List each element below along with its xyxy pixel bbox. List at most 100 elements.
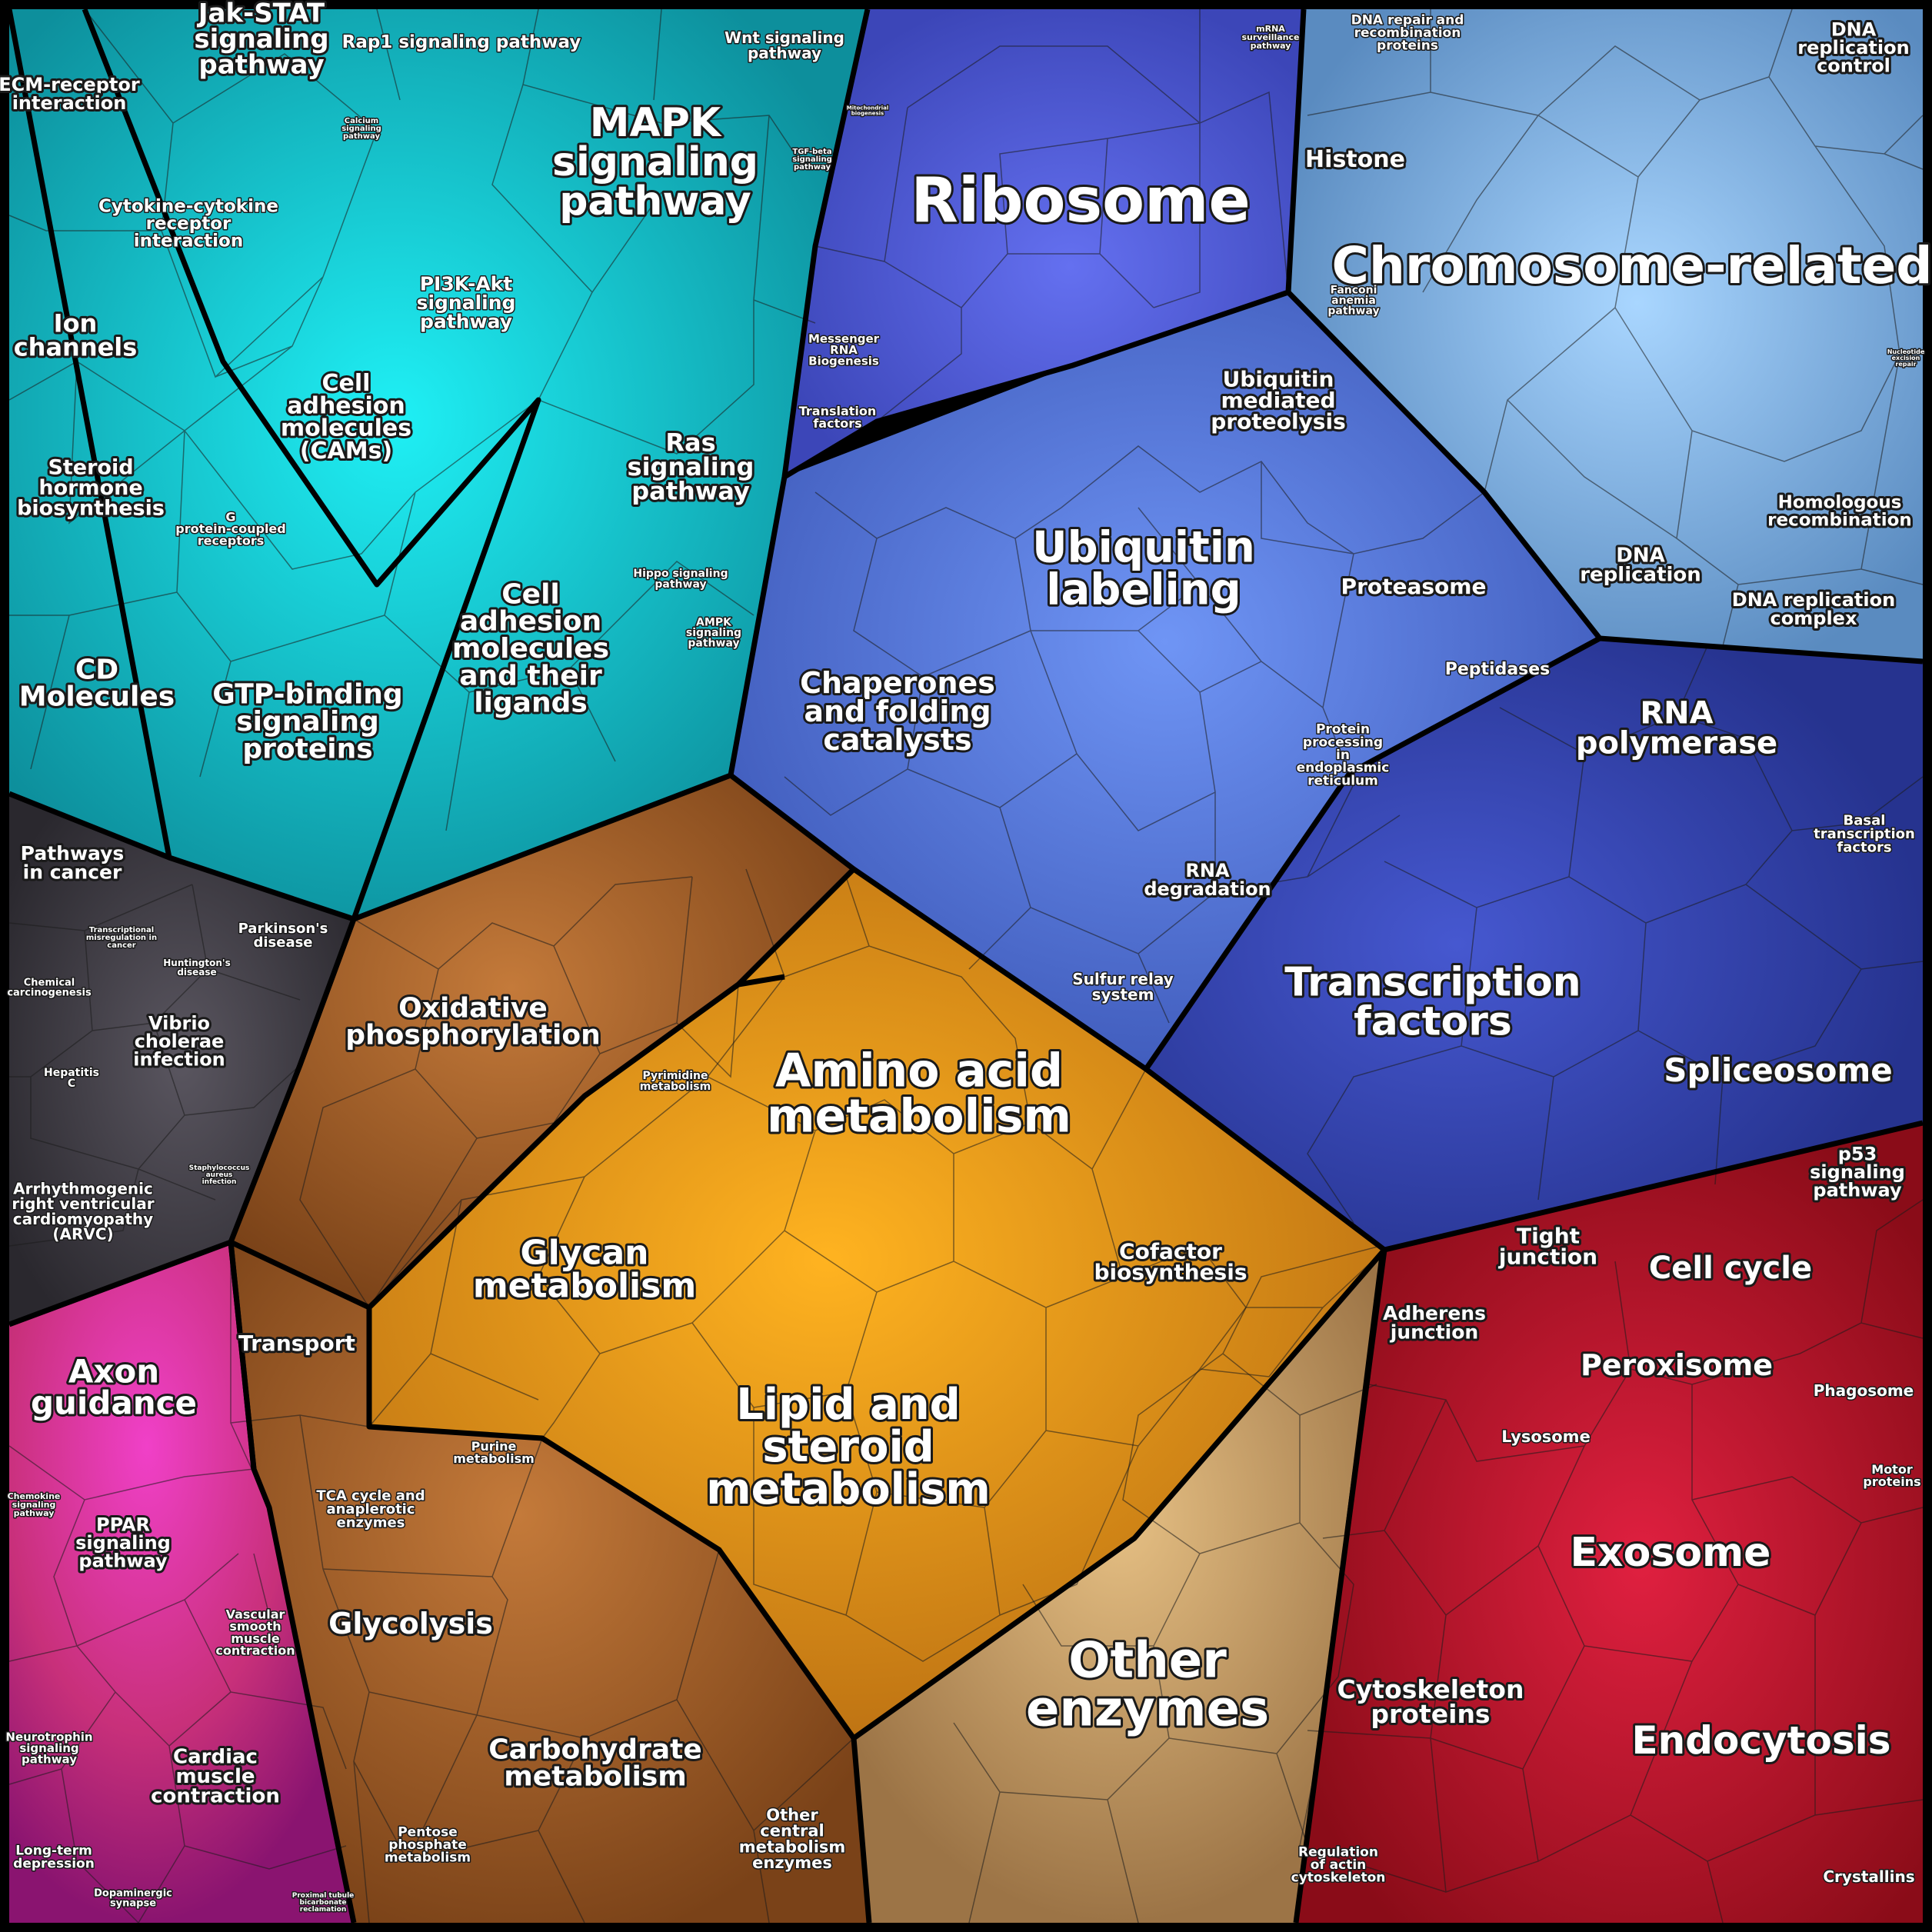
label-motor[interactable]: Motor proteins bbox=[1862, 1461, 1922, 1491]
label-transport[interactable]: Transport bbox=[236, 1328, 358, 1358]
label-arvc[interactable]: Arrhythmogenic right ventricular cardiomyo… bbox=[11, 1178, 155, 1244]
label-ppar[interactable]: PPAR signaling pathway bbox=[73, 1512, 173, 1574]
label-amino-acid[interactable]: Amino acid metabolism bbox=[764, 1042, 1074, 1146]
label-gtp-binding[interactable]: GTP-binding signaling proteins bbox=[210, 677, 405, 768]
label-phagosome[interactable]: Phagosome bbox=[1812, 1381, 1915, 1401]
label-transcription-factors[interactable]: Transcription factors bbox=[1282, 958, 1583, 1048]
label-neurotrophin[interactable]: Neurotrophin signaling pathway bbox=[5, 1729, 94, 1767]
label-long-term[interactable]: Long-term depression bbox=[12, 1842, 96, 1873]
label-chaperones[interactable]: Chaperones and folding catalysts bbox=[798, 664, 998, 759]
label-other-central[interactable]: Other central metabolism enzymes bbox=[738, 1805, 847, 1874]
label-crystallins[interactable]: Crystallins bbox=[1822, 1867, 1916, 1887]
region-protein-processing bbox=[731, 292, 1600, 1069]
label-homologous[interactable]: Homologous recombination bbox=[1765, 491, 1914, 533]
region-ribosome bbox=[784, 9, 1304, 477]
label-dna-replication[interactable]: DNA replication bbox=[1577, 541, 1704, 588]
label-axon[interactable]: Axon guidance bbox=[28, 1350, 199, 1424]
label-tgf-beta[interactable]: TGF-beta signaling pathway bbox=[791, 147, 834, 173]
label-basal-tf[interactable]: Basal transcription factors bbox=[1813, 811, 1917, 857]
label-tca[interactable]: TCA cycle and anaplerotic enzymes bbox=[315, 1487, 426, 1532]
label-pi3k[interactable]: PI3K-Akt signaling pathway bbox=[415, 271, 517, 334]
label-chemokine[interactable]: Chemokine signaling pathway bbox=[6, 1491, 62, 1520]
label-cams[interactable]: Cell adhesion molecules (CAMs) bbox=[278, 368, 414, 467]
label-dna-replication-complex[interactable]: DNA replication complex bbox=[1730, 587, 1897, 631]
label-lysosome[interactable]: Lysosome bbox=[1501, 1427, 1592, 1447]
label-mitochondrial[interactable]: Mitochondrial biogenesis bbox=[845, 104, 889, 118]
label-dna-repair[interactable]: DNA repair and recombination proteins bbox=[1350, 12, 1465, 55]
label-steroid-hormone[interactable]: Steroid hormone biosynthesis bbox=[15, 454, 167, 523]
label-mapk[interactable]: MAPK signaling pathway bbox=[550, 98, 761, 227]
region-cellular bbox=[1296, 1123, 1923, 1923]
label-transcriptional-mis[interactable]: Transcriptional misregulation in cancer bbox=[85, 925, 158, 951]
label-ras[interactable]: Ras signaling pathway bbox=[625, 426, 757, 508]
label-cell-cycle[interactable]: Cell cycle bbox=[1647, 1248, 1814, 1288]
label-pathways-cancer[interactable]: Pathways in cancer bbox=[18, 840, 127, 886]
label-purine[interactable]: Purine metabolism bbox=[452, 1438, 536, 1467]
label-rna-degradation[interactable]: RNA degradation bbox=[1141, 858, 1273, 902]
label-cytokine[interactable]: Cytokine-cytokine receptor interaction bbox=[98, 195, 280, 252]
label-exosome[interactable]: Exosome bbox=[1568, 1527, 1774, 1578]
label-oxidative[interactable]: Oxidative phosphorylation bbox=[343, 990, 602, 1053]
label-pentose[interactable]: Pentose phosphate metabolism bbox=[383, 1824, 471, 1867]
region-carbohydrate bbox=[231, 1242, 869, 1923]
label-cofactor[interactable]: Cofactor biosynthesis bbox=[1092, 1236, 1250, 1287]
label-fanconi[interactable]: Fanconi anemia pathway bbox=[1327, 283, 1381, 318]
label-mrna-surveillance[interactable]: mRNA surveillance pathway bbox=[1241, 23, 1301, 52]
label-cd-molecules[interactable]: CD Molecules bbox=[17, 651, 177, 715]
label-huntingtons[interactable]: Huntington's disease bbox=[162, 957, 232, 979]
label-nucleotide-excision[interactable]: Nucleotide excision repair bbox=[1886, 348, 1926, 369]
label-jak-stat[interactable]: Jak-STAT signaling pathway bbox=[192, 0, 331, 82]
label-cytoskeleton[interactable]: Cytoskeleton proteins bbox=[1335, 1672, 1527, 1731]
label-carbohydrate[interactable]: Carbohydrate metabolism bbox=[486, 1731, 705, 1794]
label-lipid[interactable]: Lipid and steroid metabolism bbox=[704, 1377, 993, 1517]
label-histone[interactable]: Histone bbox=[1303, 144, 1407, 175]
label-ion-channels[interactable]: Ion channels bbox=[12, 306, 140, 364]
label-ribosome[interactable]: Ribosome bbox=[908, 162, 1252, 238]
label-protein-processing[interactable]: Protein processing in endoplasmic reticulum bbox=[1295, 721, 1391, 790]
label-cardiac[interactable]: Cardiac muscle contraction bbox=[148, 1744, 282, 1810]
label-chemical-carcinogenesis[interactable]: Chemical carcinogenesis bbox=[6, 976, 93, 1000]
label-rna-polymerase[interactable]: RNA polymerase bbox=[1574, 693, 1780, 763]
label-chromosome[interactable]: Chromosome-related bbox=[1329, 234, 1932, 298]
label-hippo[interactable]: Hippo signaling pathway bbox=[632, 567, 729, 592]
label-other-enzymes[interactable]: Other enzymes bbox=[1024, 1631, 1271, 1740]
label-ubiquitin-mediated[interactable]: Ubiquitin mediated proteolysis bbox=[1208, 365, 1347, 437]
label-p53[interactable]: p53 signaling pathway bbox=[1807, 1141, 1907, 1204]
label-wnt[interactable]: Wnt signaling pathway bbox=[724, 28, 846, 64]
label-ubiquitin-labeling[interactable]: Ubiquitin labeling bbox=[1030, 521, 1257, 618]
label-dopaminergic[interactable]: Dopaminergic synapse bbox=[93, 1887, 174, 1910]
region-signaling bbox=[9, 9, 868, 919]
label-regulation-actin[interactable]: Regulation of actin cytoskeleton bbox=[1290, 1844, 1387, 1887]
label-glycolysis[interactable]: Glycolysis bbox=[326, 1604, 495, 1643]
label-rap1[interactable]: Rap1 signaling pathway bbox=[341, 32, 582, 54]
label-translation-factors[interactable]: Translation factors bbox=[798, 403, 878, 432]
label-tight-junction[interactable]: Tight junction bbox=[1496, 1221, 1600, 1271]
region-chromosome bbox=[1288, 9, 1923, 661]
label-parkinsons[interactable]: Parkinson's disease bbox=[237, 920, 329, 952]
label-pyrimidine[interactable]: Pyrimidine metabolism bbox=[638, 1069, 711, 1094]
label-peptidases[interactable]: Peptidases bbox=[1444, 659, 1551, 681]
label-endocytosis[interactable]: Endocytosis bbox=[1629, 1716, 1893, 1765]
region-other-enzymes bbox=[854, 1246, 1384, 1923]
label-calcium[interactable]: Calcium signaling pathway bbox=[341, 116, 383, 142]
label-proteasome[interactable]: Proteasome bbox=[1339, 571, 1489, 601]
label-dna-replication-control[interactable]: DNA replication control bbox=[1795, 17, 1911, 79]
label-hepatitis[interactable]: Hepatitis C bbox=[43, 1066, 101, 1091]
cell-lines bbox=[8, 8, 1924, 1924]
label-vascular[interactable]: Vascular smooth muscle contraction bbox=[215, 1606, 296, 1659]
label-sulfur-relay[interactable]: Sulfur relay system bbox=[1071, 969, 1174, 1005]
label-spliceosome[interactable]: Spliceosome bbox=[1661, 1049, 1894, 1091]
label-messenger-rna[interactable]: Messenger RNA Biogenesis bbox=[807, 331, 881, 369]
label-peroxisome[interactable]: Peroxisome bbox=[1578, 1346, 1775, 1384]
label-vibrio[interactable]: Vibrio cholerae infection bbox=[131, 1011, 228, 1073]
label-adherens[interactable]: Adherens junction bbox=[1381, 1300, 1488, 1346]
label-cam-ligands[interactable]: Cell adhesion molecules and their ligands bbox=[450, 576, 611, 721]
label-ecm[interactable]: ECM-receptor interaction bbox=[0, 72, 142, 116]
label-ampk[interactable]: AMPK signaling pathway bbox=[685, 615, 742, 651]
label-glycan[interactable]: Glycan metabolism bbox=[471, 1231, 698, 1307]
label-staphylococcus[interactable]: Staphylococcus aureus infection bbox=[188, 1164, 251, 1188]
label-proximal[interactable]: Proximal tubule bicarbonate reclamation bbox=[291, 1891, 355, 1915]
